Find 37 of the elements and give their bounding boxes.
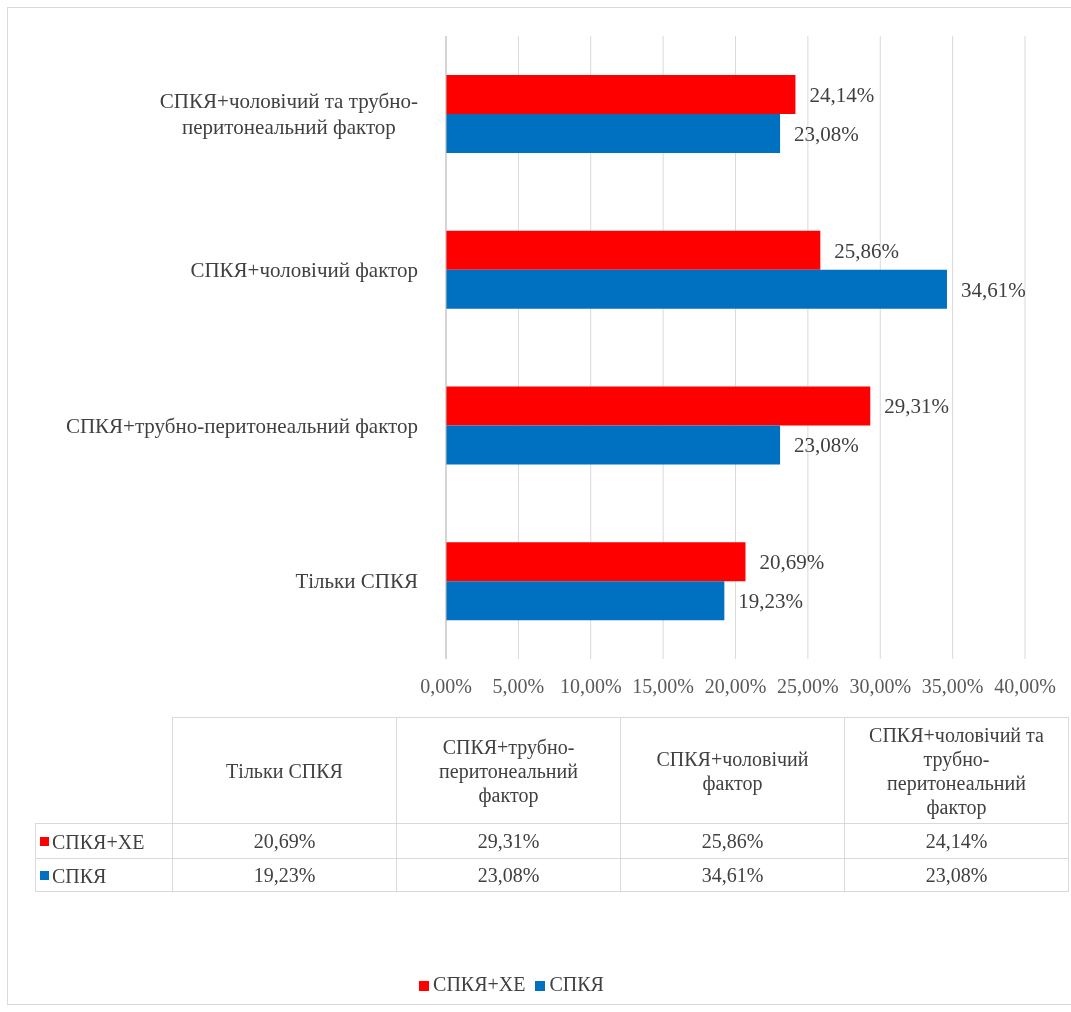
text: 29,31% <box>477 829 540 852</box>
text: 19,23% <box>253 863 316 886</box>
text: 25,86% <box>701 829 764 852</box>
x-tick-label: 20,00% <box>704 675 767 698</box>
category-label: СПКЯ+чоловічий та трубно-перитонеальний фактор <box>869 723 1044 818</box>
category-label: СПКЯ+трубно-перитонеальний фактор <box>439 735 578 806</box>
data-label: 23,08% <box>794 433 859 458</box>
x-tick-label: 35,00% <box>921 675 984 698</box>
x-tick-label: 0,00% <box>420 675 472 698</box>
x-tick-label: 15,00% <box>632 675 694 698</box>
y-tick-label: СПКЯ+чоловічий фактор <box>190 257 418 282</box>
data-label: 23,08% <box>794 121 859 146</box>
category-label: СПКЯ+чоловічий фактор <box>656 747 809 794</box>
x-tick-label: 10,00% <box>559 675 622 698</box>
y-tick-label: СПКЯ+чоловічий та трубно-перитонеальний фактор <box>159 89 418 140</box>
data-label: 19,23% <box>738 589 804 614</box>
text: 20,69% <box>253 829 316 852</box>
data-label: 24,14% <box>809 82 875 107</box>
category-label: Тільки СПКЯ <box>226 759 343 782</box>
text: 23,08% <box>477 863 540 886</box>
text: 34,61% <box>701 863 764 886</box>
text: СПКЯ <box>52 864 107 887</box>
y-tick-label: Тільки СПКЯ <box>295 569 419 594</box>
data-label: 29,31% <box>884 394 950 419</box>
x-tick-label: 25,00% <box>777 675 839 698</box>
y-tick-label: СПКЯ+трубно-перитонеальний фактор <box>65 413 418 438</box>
x-tick-label: 30,00% <box>849 675 912 698</box>
text: СПКЯ+ХЕ <box>433 973 526 995</box>
data-label: 25,86% <box>834 238 900 263</box>
legend-label: СПКЯ <box>549 973 604 995</box>
text: 24,14% <box>925 829 988 852</box>
data-label: 20,69% <box>759 550 825 575</box>
text: 23,08% <box>925 863 988 886</box>
legend-label: СПКЯ+ХЕ <box>52 830 145 853</box>
x-tick-label: 40,00% <box>994 675 1056 698</box>
data-label: 34,61% <box>960 277 1026 302</box>
x-tick-label: 5,00% <box>492 675 545 698</box>
